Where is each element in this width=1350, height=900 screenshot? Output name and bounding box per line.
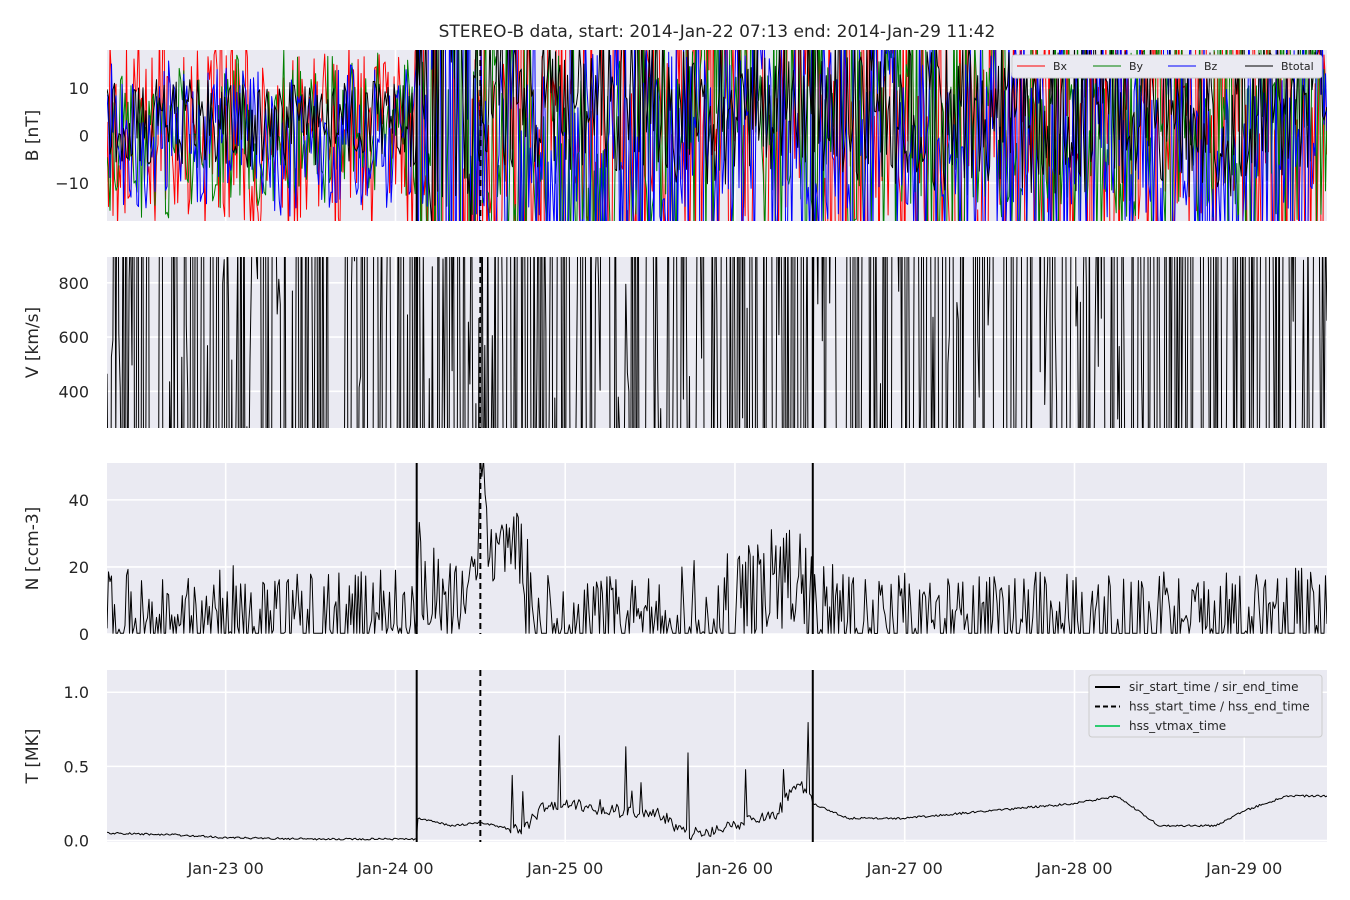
x-tick-label: Jan-24 00 [356, 859, 433, 878]
x-tick-label: Jan-27 00 [866, 859, 943, 878]
y-tick-label: 0 [79, 127, 89, 146]
y-tick-label: 0.5 [64, 757, 89, 776]
legend-label: Btotal [1281, 60, 1314, 73]
y-tick-label: 0.0 [64, 832, 89, 851]
legend-label: Bz [1204, 60, 1218, 73]
y-axis-label: T [MK] [23, 729, 43, 785]
x-tick-label: Jan-26 00 [696, 859, 773, 878]
x-tick-label: Jan-23 00 [187, 859, 264, 878]
b-legend: Bx By Bz Btotal [1011, 54, 1323, 79]
y-tick-label: 400 [58, 382, 89, 401]
y-tick-label: 1.0 [64, 683, 89, 702]
legend-label: Bx [1053, 60, 1068, 73]
x-tick-label: Jan-29 00 [1205, 859, 1282, 878]
legend-label: By [1129, 60, 1144, 73]
panel-1: −10 0 10 B [nT] Bx By Bz Btotal [23, 50, 1327, 221]
legend-label: hss_vtmax_time [1129, 719, 1226, 733]
data-trace-line [107, 463, 1327, 634]
legend-label: hss_start_time / hss_end_time [1129, 700, 1310, 714]
series-btotal-line [107, 50, 1327, 221]
y-axis-label: V [km/s] [23, 307, 43, 378]
y-tick-label: 800 [58, 274, 89, 293]
chart-title: STEREO-B data, start: 2014-Jan-22 07:13 … [439, 22, 996, 42]
event-legend: sir_start_time / sir_end_time hss_start_t… [1088, 674, 1323, 738]
data-trace-line [107, 722, 1327, 841]
y-tick-label: 600 [58, 328, 89, 347]
series-group [107, 50, 1327, 221]
panel-2: 400 600 800 V [km/s] [23, 257, 1327, 428]
y-tick-label: 40 [69, 491, 89, 510]
panel-3: 0 20 40 N [ccm-3] [23, 463, 1327, 644]
y-axis-label: B [nT] [23, 110, 43, 162]
plot-area [107, 463, 1327, 634]
y-tick-label: 10 [69, 79, 89, 98]
y-axis-label: N [ccm-3] [23, 507, 43, 591]
y-tick-label: 0 [79, 625, 89, 644]
series-group [107, 463, 1327, 634]
legend-label: sir_start_time / sir_end_time [1129, 680, 1299, 694]
panel-4: Jan-23 00 Jan-24 00 Jan-25 00 Jan-26 00 Jan-… [23, 670, 1327, 878]
series-bz-line [107, 50, 1327, 221]
series-group [107, 722, 1327, 841]
x-tick-label: Jan-28 00 [1035, 859, 1112, 878]
y-tick-label: −10 [55, 174, 89, 193]
x-tick-label: Jan-25 00 [526, 859, 603, 878]
y-tick-label: 20 [69, 558, 89, 577]
